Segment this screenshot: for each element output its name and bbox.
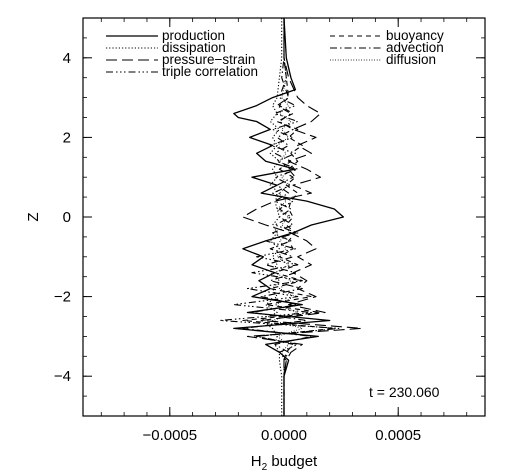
legend-label-3: triple correlation [162, 64, 258, 79]
y-tick-label: 0 [63, 209, 71, 226]
y-tick-label: 4 [63, 50, 71, 67]
legend-label-4: buoyancy [386, 28, 444, 43]
time-annotation: t = 230.060 [369, 384, 440, 400]
legend: productiondissipationpressure−straintrip… [106, 28, 444, 79]
series-line-2 [242, 18, 363, 416]
series-line-3 [219, 18, 340, 416]
y-axis-ticks: −4 −2 0 2 4 [54, 37, 485, 397]
legend-label-0: production [162, 28, 225, 43]
series-line-6 [272, 18, 303, 416]
x-tick-label: 0.0000 [261, 427, 307, 444]
series-line-4 [242, 18, 335, 416]
series-layer [219, 17, 363, 416]
legend-label-5: advection [386, 40, 444, 55]
legend-label-1: dissipation [162, 40, 226, 55]
x-tick-label: 0.0005 [375, 427, 421, 444]
x-axis-ticks: −0.0005 0.0000 0.0005 [100, 18, 468, 444]
series-line-0 [233, 17, 345, 416]
y-tick-label: −2 [54, 289, 71, 306]
y-axis-title: Z [25, 212, 42, 221]
y-tick-label: 2 [63, 129, 71, 146]
x-tick-label: −0.0005 [142, 427, 197, 444]
x-axis-title: H2 budget [251, 453, 318, 473]
series-line-1 [260, 18, 283, 416]
legend-label-6: diffusion [386, 52, 436, 67]
y-tick-label: −4 [54, 368, 71, 385]
legend-label-2: pressure−strain [162, 52, 255, 67]
